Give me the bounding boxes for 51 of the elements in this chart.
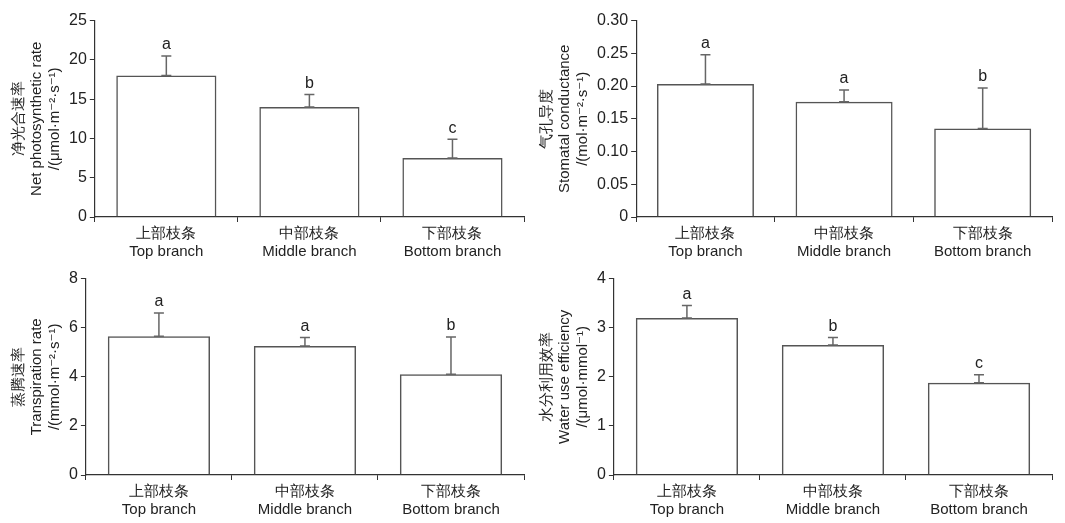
x-tick-label: 下部枝条 Bottom branch	[933, 224, 1032, 260]
y-tick-label: 2	[68, 416, 78, 434]
y-axis-title: 净光合速率 Net photosynthetic rate /(μmol·m⁻²·s⁻¹)	[9, 41, 63, 196]
x-tick-label: 中部枝条 Middle branch	[262, 224, 357, 260]
y-tick-label: 15	[69, 89, 87, 107]
y-tick-label: 4	[68, 367, 78, 385]
y-tick-label: 0	[619, 207, 629, 225]
annotation: b	[978, 67, 988, 85]
x-tick-label: 中部枝条 Middle branch	[257, 482, 353, 518]
x-tick-label: 中部枝条 Middle branch	[785, 482, 881, 518]
y-tick-label: 4	[596, 269, 606, 287]
y-tick-label: 0	[77, 207, 87, 225]
y-tick-label: 0.30	[597, 11, 629, 29]
y-tick-label: 10	[69, 128, 87, 146]
y-tick-label: 0.15	[597, 109, 629, 127]
annotation: c	[448, 118, 457, 136]
y-tick-label: 0	[596, 465, 606, 483]
annotation: a	[701, 34, 710, 52]
y-tick-label: 8	[68, 269, 78, 287]
annotation: a	[161, 35, 171, 53]
y-axis-title: 蒸腾速率 Transpiration rate /(mmol·m⁻²·s⁻¹)	[9, 318, 63, 436]
x-tick-label: 下部枝条 Bottom branch	[402, 482, 500, 518]
annotation: a	[154, 292, 164, 310]
y-tick-label: 3	[596, 318, 606, 336]
annotation: b	[828, 316, 838, 334]
y-tick-label: 0.25	[597, 43, 629, 61]
y-tick-label: 20	[69, 50, 87, 68]
y-tick-label: 0.10	[597, 141, 629, 159]
y-tick-label: 5	[77, 168, 87, 186]
annotation: a	[839, 69, 849, 87]
annotation: a	[682, 285, 692, 303]
annotation: c	[974, 354, 983, 372]
y-tick-label: 25	[69, 11, 87, 29]
y-tick-label: 0.05	[597, 174, 629, 192]
y-tick-label: 2	[596, 367, 606, 385]
x-tick-label: 中部枝条 Middle branch	[796, 224, 892, 260]
y-tick-label: 0	[68, 465, 78, 483]
y-tick-label: 6	[68, 318, 78, 336]
y-axis-title: 水分利用效率 Water use efficiency /(μmol·mmol⁻¹)	[537, 309, 591, 444]
x-tick-label: 下部枝条 Bottom branch	[403, 224, 502, 260]
annotation: a	[300, 316, 310, 334]
x-tick-label: 下部枝条 Bottom branch	[930, 482, 1028, 518]
x-tick-label: 上部枝条 Top branch	[129, 224, 204, 260]
annotation: b	[304, 73, 314, 91]
y-tick-label: 1	[596, 416, 606, 434]
x-tick-label: 上部枝条 Top branch	[649, 482, 725, 518]
x-tick-label: 上部枝条 Top branch	[668, 224, 743, 260]
annotation: b	[446, 316, 456, 334]
y-tick-label: 0.20	[597, 76, 629, 94]
y-axis-title: 气孔导度 Stomatal conductance /(mol·m⁻²·s⁻¹)	[537, 44, 591, 194]
x-tick-label: 上部枝条 Top branch	[121, 482, 197, 518]
